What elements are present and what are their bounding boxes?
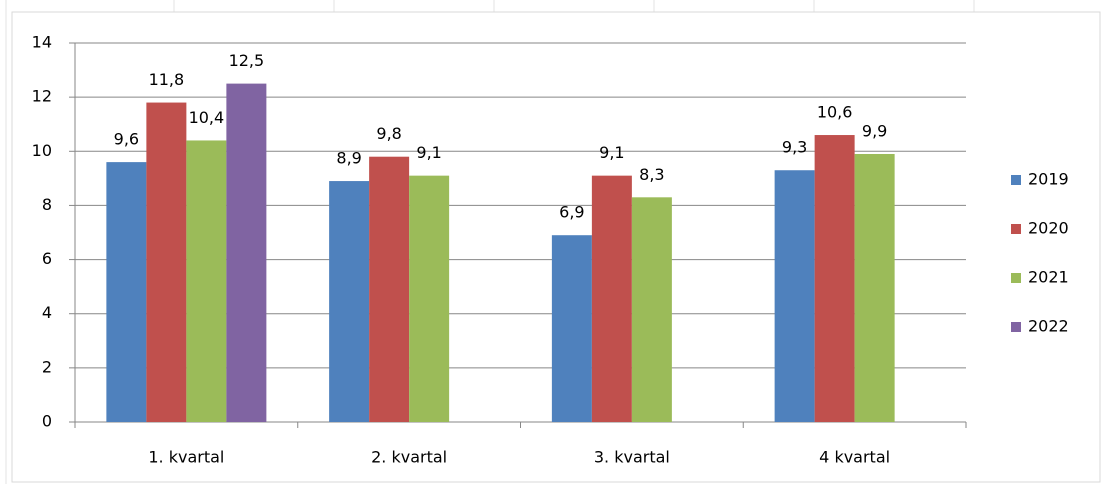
sheet-lines (5, 0, 975, 484)
bar (226, 83, 267, 422)
bar (329, 181, 370, 422)
data-label: 10,4 (189, 108, 225, 127)
y-tick-label: 14 (32, 33, 52, 52)
x-tick-label: 2. kvartal (371, 448, 447, 467)
data-label: 9,1 (599, 143, 624, 162)
y-tick-label: 10 (32, 141, 52, 160)
chart-border (11, 11, 1101, 483)
y-tick-label: 2 (42, 357, 52, 376)
legend-swatch (1011, 322, 1021, 332)
data-label: 9,6 (114, 130, 139, 149)
bar (814, 135, 855, 423)
legend-label: 2019 (1028, 170, 1069, 189)
bar (186, 140, 227, 422)
bar (551, 235, 592, 422)
y-tick-label: 4 (42, 303, 52, 322)
data-label: 9,1 (416, 143, 441, 162)
data-label: 6,9 (559, 203, 584, 222)
data-label: 11,8 (149, 70, 185, 89)
y-tick-label: 6 (42, 249, 52, 268)
x-tick-label: 3. kvartal (594, 448, 670, 467)
bar (146, 102, 187, 423)
bar (631, 197, 672, 422)
legend-swatch (1011, 273, 1021, 283)
data-label: 9,3 (782, 138, 807, 157)
bar (591, 175, 632, 422)
y-tick-label: 0 (42, 412, 52, 431)
legend-swatch (1011, 224, 1021, 234)
bar (369, 156, 410, 422)
data-label: 8,3 (639, 165, 664, 184)
x-tick-label: 4 kvartal (819, 448, 890, 467)
bar (854, 153, 895, 422)
bar (106, 162, 147, 422)
legend-label: 2020 (1028, 219, 1069, 238)
bar (409, 175, 450, 422)
data-label: 10,6 (817, 103, 853, 122)
legend-label: 2021 (1028, 268, 1069, 287)
legend-label: 2022 (1028, 317, 1069, 336)
data-label: 9,9 (862, 121, 887, 140)
data-label: 8,9 (336, 149, 361, 168)
y-tick-label: 8 (42, 195, 52, 214)
legend-swatch (1011, 175, 1021, 185)
y-tick-label: 12 (32, 87, 52, 106)
x-tick-label: 1. kvartal (148, 448, 224, 467)
data-label: 9,8 (376, 124, 401, 143)
data-label: 12,5 (229, 51, 265, 70)
bar (774, 170, 815, 422)
